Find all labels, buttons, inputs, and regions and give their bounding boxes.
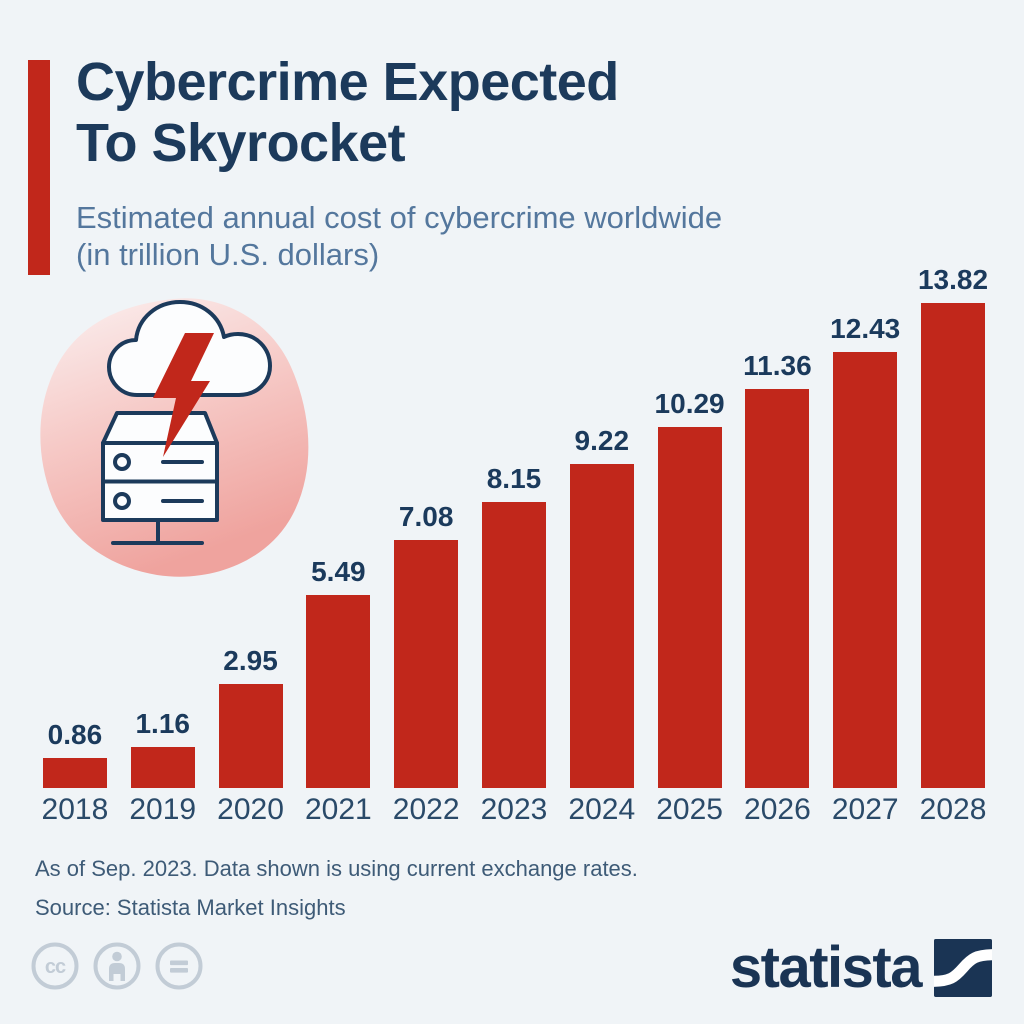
bar-value-label: 10.29 bbox=[654, 388, 725, 419]
x-axis-label: 2018 bbox=[41, 793, 109, 826]
bar-column: 8.15 bbox=[470, 463, 558, 788]
x-axis-label: 2026 bbox=[744, 793, 811, 826]
x-axis-labels: 2018 2019 2020 2021 2022 2023 2024 2025 2026 2027… bbox=[31, 793, 997, 827]
bar-value-label: 9.22 bbox=[574, 425, 630, 456]
x-axis-label: 2024 bbox=[568, 793, 636, 826]
bar bbox=[481, 502, 546, 788]
subtitle-line-1: Estimated annual cost of cybercrime worl… bbox=[76, 200, 723, 235]
bar bbox=[657, 427, 722, 788]
bar bbox=[394, 540, 459, 788]
x-axis-label: 2028 bbox=[919, 793, 987, 826]
x-axis-label: 2021 bbox=[304, 793, 372, 826]
bar-column: 11.36 bbox=[734, 350, 822, 788]
bar-chart: 0.86 1.16 2.95 5.49 7.08 8.15 9.22 10.29 11.36 12… bbox=[31, 264, 997, 788]
x-axis-label: 2027 bbox=[831, 793, 899, 826]
bar-value-label: 12.43 bbox=[830, 313, 901, 344]
page-title: Cybercrime Expected To Skyrocket bbox=[76, 52, 619, 174]
bar bbox=[921, 303, 986, 788]
statista-mark-icon bbox=[934, 938, 992, 997]
bar-value-label: 2.95 bbox=[223, 645, 278, 676]
bar bbox=[745, 389, 810, 788]
attribution-icon[interactable] bbox=[92, 941, 142, 991]
svg-text:cc: cc bbox=[45, 956, 66, 978]
bar-column: 0.86 bbox=[31, 719, 119, 788]
license-icons: cc bbox=[30, 941, 204, 991]
bar-column: 1.16 bbox=[119, 708, 207, 788]
bar-value-label: 5.49 bbox=[311, 556, 366, 587]
server-led-2 bbox=[113, 492, 131, 510]
cloud-lightning-server-icon bbox=[40, 298, 309, 577]
bar bbox=[130, 747, 195, 788]
bar-column: 10.29 bbox=[646, 388, 734, 788]
bar-column: 2.95 bbox=[207, 645, 295, 788]
title-line-2: To Skyrocket bbox=[76, 113, 406, 174]
subtitle-line-2: (in trillion U.S. dollars) bbox=[76, 236, 380, 272]
bar bbox=[42, 758, 107, 788]
bar-value-label: 7.08 bbox=[398, 501, 454, 532]
bar-value-label: 0.86 bbox=[47, 719, 103, 750]
statista-logo[interactable]: statista bbox=[730, 934, 992, 1001]
lightning-bolt-icon bbox=[153, 333, 214, 457]
x-axis-label: 2019 bbox=[129, 793, 197, 826]
bar bbox=[833, 352, 898, 788]
bar-value-label: 1.16 bbox=[135, 708, 190, 739]
x-axis-label: 2020 bbox=[217, 793, 284, 826]
bar-value-label: 13.82 bbox=[917, 264, 989, 295]
footnote-line-2: Source: Statista Market Insights bbox=[35, 895, 346, 921]
x-axis-label: 2025 bbox=[656, 793, 723, 826]
server-led-1 bbox=[113, 453, 131, 471]
bar-column: 5.49 bbox=[294, 556, 382, 788]
bar-column: 7.08 bbox=[382, 501, 470, 788]
no-derivatives-icon[interactable] bbox=[154, 941, 204, 991]
bar bbox=[218, 684, 283, 788]
bar bbox=[569, 464, 634, 788]
title-line-1: Cybercrime Expected bbox=[76, 52, 619, 112]
x-axis-label: 2022 bbox=[392, 793, 460, 826]
x-axis-label: 2023 bbox=[480, 793, 548, 826]
chart-subtitle: Estimated annual cost of cybercrime worl… bbox=[76, 200, 722, 274]
bar bbox=[306, 595, 371, 788]
cc-icon[interactable]: cc bbox=[30, 941, 80, 991]
bar-column: 12.43 bbox=[821, 313, 909, 788]
footnote: As of Sep. 2023. Data shown is using cur… bbox=[35, 849, 638, 927]
bar-column: 13.82 bbox=[909, 264, 997, 788]
title-accent-bar bbox=[28, 60, 50, 275]
statista-wordmark: statista bbox=[729, 935, 923, 1000]
bar-value-label: 8.15 bbox=[486, 463, 542, 494]
bar-column: 9.22 bbox=[558, 425, 646, 788]
bar-value-label: 11.36 bbox=[743, 350, 812, 381]
footnote-line-1: As of Sep. 2023. Data shown is using cur… bbox=[35, 856, 638, 881]
